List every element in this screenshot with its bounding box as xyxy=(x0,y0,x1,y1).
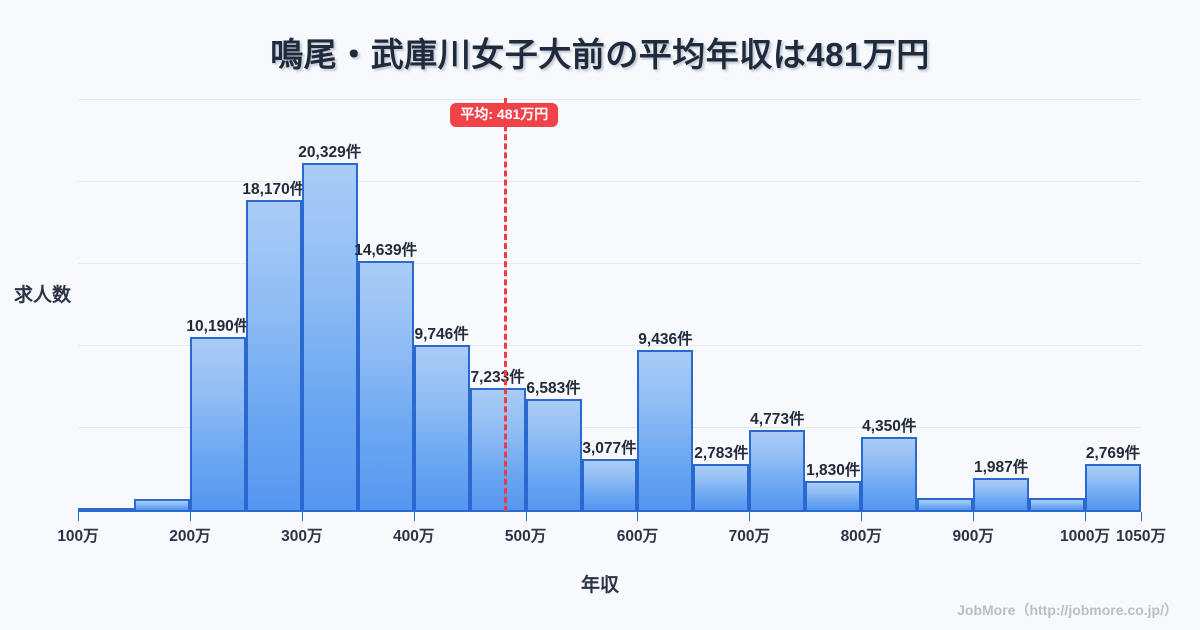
bar-value-label: 3,077件 xyxy=(582,440,637,458)
bar-value-label: 6,583件 xyxy=(526,380,581,397)
x-axis-tick xyxy=(637,512,639,521)
y-axis-title: 求人数 xyxy=(14,285,72,306)
page-title: 鳴尾・武庫川女子大前の平均年収は481万円 xyxy=(270,36,930,73)
bar[interactable]: 2,769件 xyxy=(1085,445,1141,512)
x-axis-tick xyxy=(525,512,527,521)
bar[interactable]: 10,190件 xyxy=(186,318,249,512)
x-axis-tick-label: 500万 xyxy=(504,528,547,545)
gridline xyxy=(78,99,1141,100)
bar-value-label: 2,783件 xyxy=(694,445,749,463)
bar[interactable]: 3,077件 xyxy=(581,440,638,512)
x-axis-tick xyxy=(749,512,751,521)
bar-value-label: 2,769件 xyxy=(1085,445,1141,463)
bar-value-label: 1,830件 xyxy=(806,461,861,479)
x-axis-tick xyxy=(861,512,863,521)
x-axis-tick-label: 800万 xyxy=(840,528,882,545)
bar[interactable]: 20,329件 xyxy=(298,144,361,512)
bar-value-label: 20,329件 xyxy=(298,144,362,161)
x-axis-tick xyxy=(189,512,191,521)
bar[interactable]: 6,583件 xyxy=(525,380,582,512)
x-axis-tick-label: 600万 xyxy=(616,528,659,545)
gridline xyxy=(78,345,1141,346)
bar[interactable]: 1,987件 xyxy=(973,459,1030,512)
bar[interactable]: 14,639件 xyxy=(354,242,417,512)
x-axis-tick xyxy=(973,512,975,521)
bar-value-label: 9,746件 xyxy=(414,325,469,343)
bar[interactable]: 18,170件 xyxy=(242,181,305,512)
x-axis-tick xyxy=(1085,512,1087,521)
bar-value-label: 14,639件 xyxy=(354,241,418,259)
bar[interactable] xyxy=(1029,498,1086,512)
bar[interactable]: 1,830件 xyxy=(805,462,862,512)
bar-value-label: 1,987件 xyxy=(973,458,1029,476)
x-axis-tick-label: 1000万 xyxy=(1060,528,1111,545)
gridline xyxy=(78,427,1141,428)
x-axis-tick-label: 100万 xyxy=(57,528,99,545)
average-badge: 平均: 481万円 xyxy=(450,103,559,128)
bar-value-label: 4,350件 xyxy=(862,418,917,436)
bar-value-label: 4,773件 xyxy=(750,411,805,429)
x-axis-baseline xyxy=(78,511,1141,512)
gridline xyxy=(78,181,1141,182)
x-axis-tick xyxy=(1141,512,1142,521)
footer-credit: JobMore（http://jobmore.co.jp/） xyxy=(957,602,1178,618)
bar[interactable]: 9,436件 xyxy=(637,331,694,512)
gridline xyxy=(78,263,1141,264)
average-dashed-line xyxy=(504,98,508,512)
x-axis-tick-label: 1050万 xyxy=(1116,528,1166,545)
x-axis-tick-label: 300万 xyxy=(281,528,323,545)
bar[interactable]: 7,233件 xyxy=(469,369,526,512)
bar-value-label: 7,233件 xyxy=(470,368,525,386)
x-axis: 100万 200万 300万 400万 500万 600万 700万 800万 900万 1000… xyxy=(57,512,1166,552)
plot-area: 10,190件 18,170件 20,329件 14,639件 9,746件 7,233件… xyxy=(78,98,1141,512)
x-axis-tick xyxy=(301,512,303,521)
x-axis-tick-label: 400万 xyxy=(392,528,435,545)
bar[interactable]: 2,783件 xyxy=(693,445,750,512)
bar[interactable]: 4,350件 xyxy=(861,418,918,512)
bar[interactable]: 9,746件 xyxy=(413,326,470,512)
bar-value-label: 10,190件 xyxy=(186,318,250,336)
bar[interactable] xyxy=(917,497,974,512)
x-axis-tick-label: 200万 xyxy=(169,528,211,545)
x-axis-title: 年収 xyxy=(580,575,619,596)
bar[interactable]: 4,773件 xyxy=(749,411,806,512)
bar[interactable] xyxy=(133,498,190,512)
x-axis-tick-label: 900万 xyxy=(952,528,994,545)
x-axis-tick-label: 700万 xyxy=(728,528,771,545)
x-axis-tick xyxy=(78,512,79,521)
x-axis-tick xyxy=(413,512,415,521)
